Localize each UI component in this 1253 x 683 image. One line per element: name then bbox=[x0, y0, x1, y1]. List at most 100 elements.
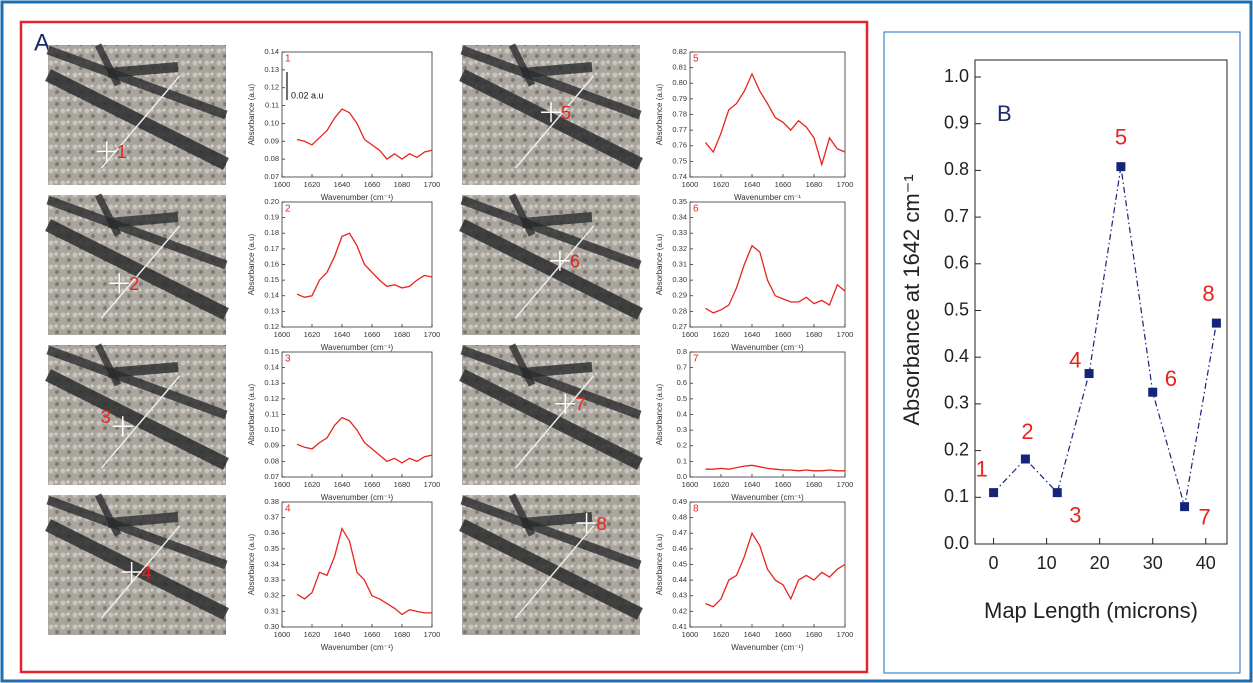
y-tick-label: 0.41 bbox=[672, 622, 687, 631]
dark-stripe bbox=[459, 369, 643, 470]
x-tick-label: 1600 bbox=[274, 180, 291, 189]
data-point bbox=[1180, 502, 1190, 512]
dark-stripe bbox=[45, 219, 229, 320]
x-tick-label: 1680 bbox=[806, 330, 823, 339]
chart-annotation: 4 bbox=[285, 504, 291, 515]
connecting-line bbox=[993, 166, 1217, 507]
y-tick-label: 0.13 bbox=[264, 378, 279, 387]
y-axis-label: Absorbance at 1642 cm⁻¹ bbox=[899, 174, 924, 425]
y-tick-label: 0.14 bbox=[264, 291, 279, 300]
data-point bbox=[1116, 162, 1126, 172]
y-tick-label: 0.9 bbox=[944, 112, 969, 132]
y-tick-label: 0.10 bbox=[264, 118, 279, 127]
y-tick-label: 0.49 bbox=[672, 497, 687, 506]
dark-stripe bbox=[94, 343, 122, 387]
point-label: 8 bbox=[1202, 281, 1214, 306]
x-tick-label: 1620 bbox=[304, 630, 321, 639]
chart-annotation: 3 bbox=[285, 354, 291, 365]
point-label: 3 bbox=[1069, 502, 1081, 527]
dark-stripe bbox=[107, 512, 179, 528]
x-tick-label: 1660 bbox=[775, 330, 792, 339]
dark-stripe bbox=[508, 493, 536, 537]
x-tick-label: 1660 bbox=[364, 330, 381, 339]
y-tick-label: 0.8 bbox=[944, 159, 969, 179]
x-tick-label: 1640 bbox=[744, 330, 761, 339]
dark-stripe bbox=[460, 495, 642, 570]
y-tick-label: 0.79 bbox=[672, 94, 687, 103]
dark-stripe bbox=[107, 362, 179, 378]
x-axis-label: Wavenumber (cm⁻¹) bbox=[321, 643, 394, 652]
y-tick-label: 0.6 bbox=[944, 253, 969, 273]
scan-line bbox=[514, 525, 595, 619]
y-tick-label: 0.2 bbox=[677, 441, 687, 450]
data-point bbox=[1211, 318, 1221, 328]
y-tick-label: 0.0 bbox=[677, 472, 687, 481]
y-tick-label: 0.7 bbox=[677, 363, 687, 372]
y-tick-label: 0.12 bbox=[264, 394, 279, 403]
dark-stripe bbox=[459, 219, 643, 320]
spectrum-line bbox=[704, 72, 846, 167]
x-tick-label: 30 bbox=[1143, 553, 1163, 573]
scan-line bbox=[514, 375, 595, 469]
x-tick-label: 1620 bbox=[304, 330, 321, 339]
y-tick-label: 0.82 bbox=[672, 47, 687, 56]
y-tick-label: 0.0 bbox=[944, 533, 969, 553]
point-label: 8 bbox=[597, 514, 607, 534]
dark-stripe bbox=[94, 493, 122, 537]
x-tick-label: 0 bbox=[989, 553, 999, 573]
dark-stripe bbox=[107, 62, 179, 78]
scan-line bbox=[514, 225, 595, 319]
x-tick-label: 1660 bbox=[775, 630, 792, 639]
x-tick-label: 1620 bbox=[304, 480, 321, 489]
dark-stripe bbox=[107, 212, 179, 228]
dark-stripe bbox=[45, 369, 229, 470]
x-tick-label: 1620 bbox=[304, 180, 321, 189]
point-label: 1 bbox=[976, 456, 988, 481]
x-tick-label: 1660 bbox=[364, 180, 381, 189]
chart-annotation: 7 bbox=[693, 354, 699, 365]
y-tick-label: 0.5 bbox=[677, 394, 687, 403]
point-label: 2 bbox=[129, 274, 139, 294]
x-tick-label: 1600 bbox=[274, 330, 291, 339]
y-tick-label: 0.33 bbox=[672, 228, 687, 237]
x-axis-label: Wavenumber (cm⁻¹) bbox=[321, 493, 394, 502]
y-tick-label: 0.07 bbox=[264, 472, 279, 481]
point-label: 4 bbox=[1069, 347, 1081, 372]
y-tick-label: 0.33 bbox=[264, 575, 279, 584]
x-tick-label: 1660 bbox=[364, 480, 381, 489]
chart-annotation: 5 bbox=[693, 54, 699, 65]
y-tick-label: 0.4 bbox=[677, 409, 687, 418]
panel-a-frame bbox=[19, 20, 869, 674]
x-tick-label: 1640 bbox=[334, 480, 351, 489]
x-tick-label: 1620 bbox=[713, 330, 730, 339]
y-tick-label: 0.09 bbox=[264, 441, 279, 450]
dark-stripe bbox=[46, 195, 228, 270]
dark-stripe bbox=[460, 345, 642, 420]
y-tick-label: 0.19 bbox=[264, 213, 279, 222]
x-tick-label: 1600 bbox=[682, 180, 699, 189]
x-axis-label: Wavenumber (cm⁻¹) bbox=[731, 343, 804, 352]
y-tick-label: 0.11 bbox=[265, 101, 279, 110]
y-tick-label: 0.14 bbox=[264, 47, 279, 56]
dark-stripe bbox=[460, 45, 642, 120]
dark-stripe bbox=[94, 43, 122, 87]
y-tick-label: 0.37 bbox=[264, 513, 279, 522]
scan-line bbox=[100, 375, 181, 469]
y-tick-label: 0.8 bbox=[677, 347, 687, 356]
x-tick-label: 1640 bbox=[744, 180, 761, 189]
x-tick-label: 1620 bbox=[713, 630, 730, 639]
y-tick-label: 0.32 bbox=[264, 591, 279, 600]
y-axis-label: Absorbance (a.u) bbox=[655, 83, 664, 145]
x-axis-label: Map Length (microns) bbox=[984, 598, 1198, 623]
point-label: 5 bbox=[1115, 124, 1127, 149]
x-tick-label: 1640 bbox=[334, 180, 351, 189]
x-axis-label: Wavenumber (cm⁻¹) bbox=[321, 343, 394, 352]
point-label: 4 bbox=[142, 563, 152, 583]
x-tick-label: 1680 bbox=[806, 180, 823, 189]
dark-stripe bbox=[459, 519, 643, 620]
point-label: 6 bbox=[570, 252, 580, 272]
x-tick-label: 1680 bbox=[394, 480, 411, 489]
y-tick-label: 0.81 bbox=[672, 63, 687, 72]
